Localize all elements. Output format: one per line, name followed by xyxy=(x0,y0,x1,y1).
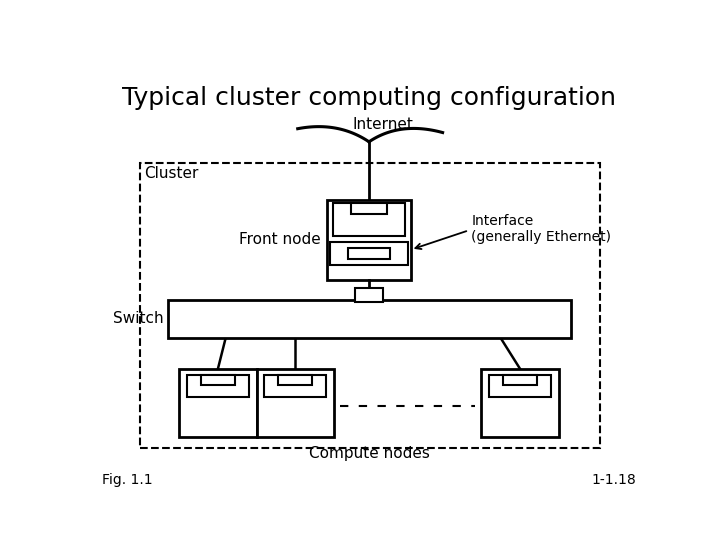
Text: 1-1.18: 1-1.18 xyxy=(592,473,636,487)
Bar xyxy=(168,300,570,338)
Text: Typical cluster computing configuration: Typical cluster computing configuration xyxy=(122,86,616,110)
Bar xyxy=(489,375,551,397)
Text: Front node: Front node xyxy=(239,233,321,247)
Bar xyxy=(256,369,334,437)
Text: Cluster: Cluster xyxy=(144,166,199,181)
Text: Interface
(generally Ethernet): Interface (generally Ethernet) xyxy=(472,214,611,244)
Text: Switch: Switch xyxy=(113,312,163,326)
Bar xyxy=(333,204,405,236)
Bar xyxy=(351,204,387,214)
Bar xyxy=(179,369,256,437)
Bar xyxy=(201,375,235,385)
Bar xyxy=(264,375,326,397)
Bar xyxy=(503,375,537,385)
Bar xyxy=(482,369,559,437)
Text: Internet: Internet xyxy=(353,117,413,132)
Bar xyxy=(355,288,383,302)
Bar xyxy=(140,164,600,448)
Bar xyxy=(279,375,312,385)
Text: Compute nodes: Compute nodes xyxy=(309,446,429,461)
Text: Fig. 1.1: Fig. 1.1 xyxy=(102,473,152,487)
Bar xyxy=(187,375,249,397)
Bar xyxy=(330,242,408,265)
Bar xyxy=(327,200,411,280)
Bar xyxy=(348,248,390,259)
